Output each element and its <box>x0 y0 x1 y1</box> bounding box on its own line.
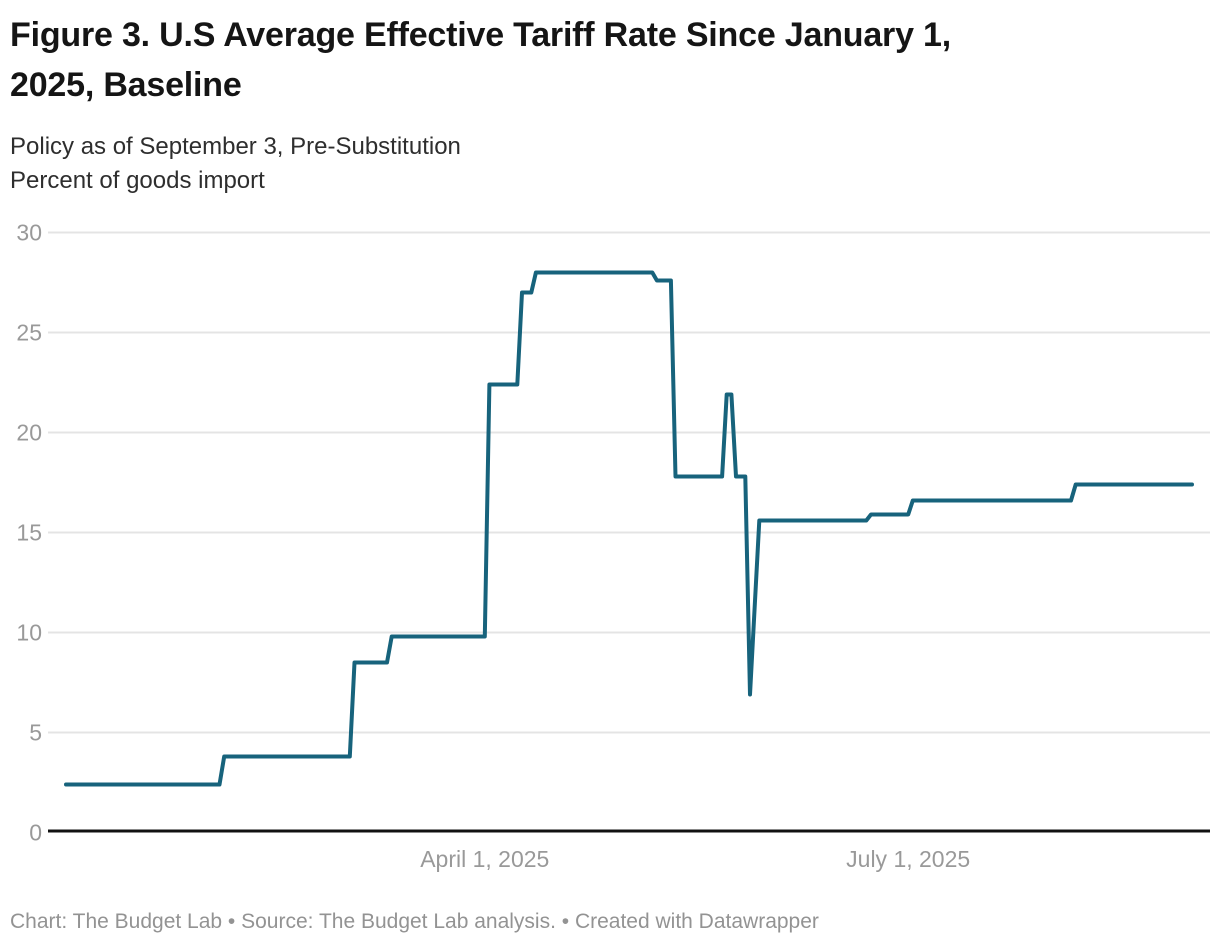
y-axis-tick-labels: 0 5 10 15 20 25 30 <box>16 220 42 846</box>
x-tick-label: April 1, 2025 <box>420 846 549 872</box>
chart-title-line2: 2025, Baseline <box>10 66 242 104</box>
y-tick-label: 30 <box>16 220 42 246</box>
chart-subtitle: Policy as of September 3, Pre-Substituti… <box>10 130 1210 198</box>
chart-title: Figure 3. U.S Average Effective Tariff R… <box>10 10 1210 110</box>
attribution-footer: Chart: The Budget Lab • Source: The Budg… <box>10 910 819 933</box>
y-tick-label: 10 <box>16 620 42 646</box>
tariff-rate-line[interactable] <box>64 270 1194 787</box>
chart-subtitle-line1: Policy as of September 3, Pre-Substituti… <box>10 133 461 160</box>
x-axis-tick-labels: April 1, 2025 July 1, 2025 <box>420 846 970 872</box>
chart-subtitle-line2: Percent of goods import <box>10 167 265 194</box>
y-tick-label: 20 <box>16 420 42 446</box>
y-tick-label: 5 <box>29 720 42 746</box>
y-tick-label: 15 <box>16 520 42 546</box>
y-tick-label: 0 <box>29 820 42 846</box>
y-gridlines <box>48 231 1210 734</box>
y-tick-label: 25 <box>16 320 42 346</box>
x-tick-label: July 1, 2025 <box>846 846 970 872</box>
chart-title-line1: Figure 3. U.S Average Effective Tariff R… <box>10 16 951 54</box>
